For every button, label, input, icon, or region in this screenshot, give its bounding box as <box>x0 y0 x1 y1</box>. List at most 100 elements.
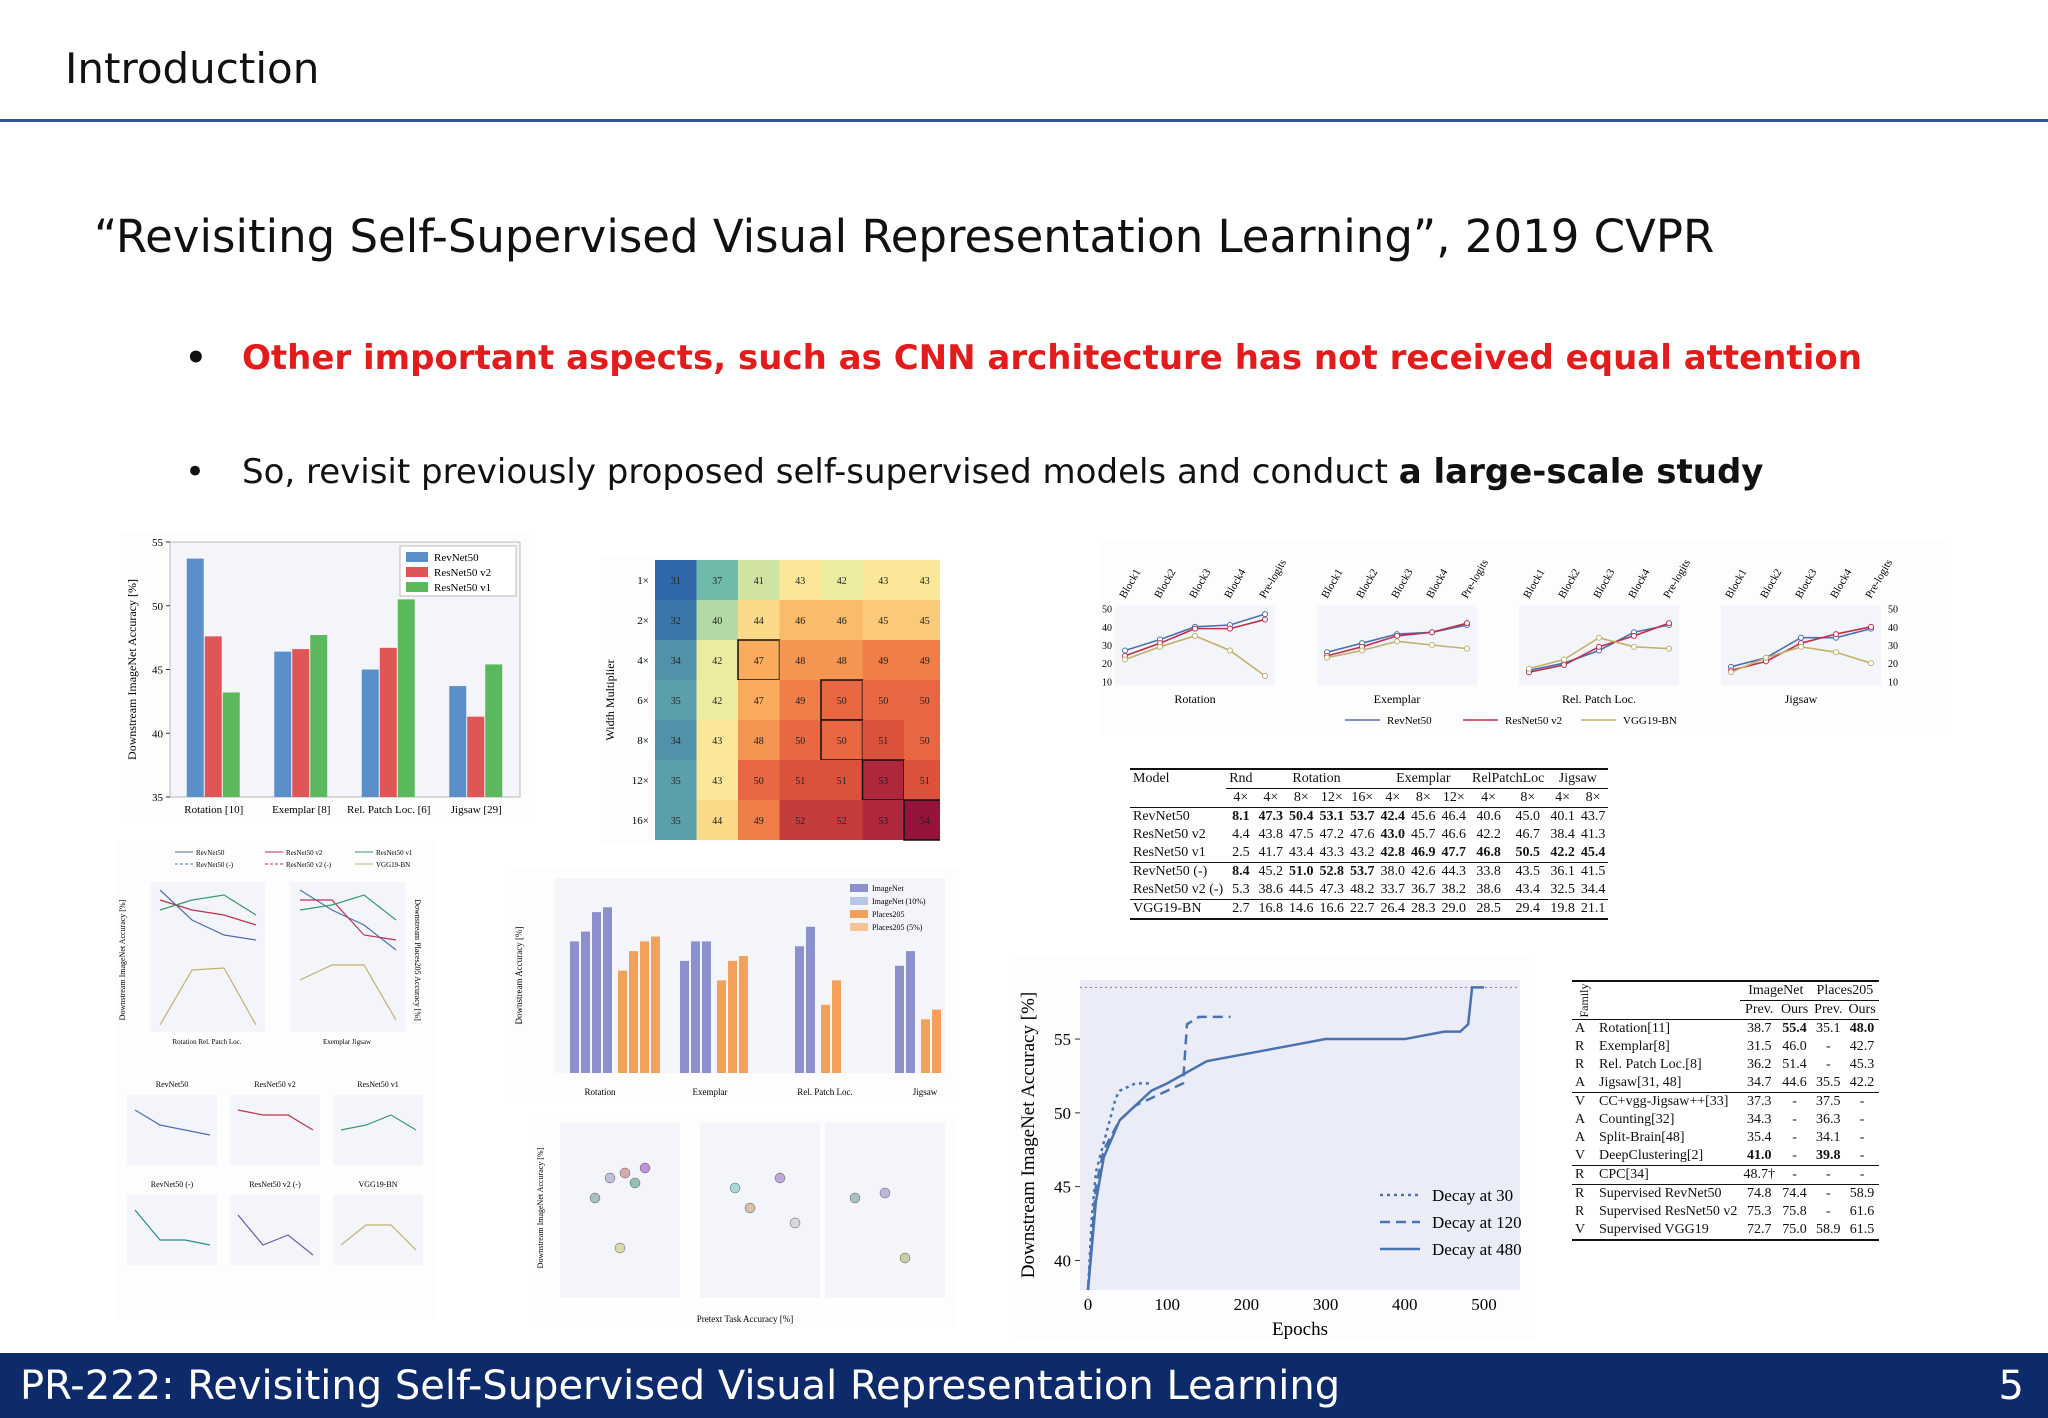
table-cell: 42.7 <box>1849 1039 1875 1054</box>
table-subheader-row: 4× 4× 8× 12× 16× 4× 8× 12× 4× 8× 4× 8× <box>1130 788 1609 808</box>
block-label: Pre-logits <box>1863 557 1895 600</box>
legend-label: ResNet50 v2 <box>286 849 323 857</box>
block-label: Pre-logits <box>1459 557 1491 600</box>
series-point <box>1798 643 1804 650</box>
table-cell: - <box>1845 1092 1879 1111</box>
legend-swatch <box>850 910 868 918</box>
table-cell: Rel. Patch Loc.[8] <box>1599 1057 1702 1072</box>
x-group-label: Jigsaw <box>913 1087 938 1097</box>
bullet-dot: • <box>185 452 206 492</box>
x-tick-label: 0 <box>1084 1295 1093 1314</box>
header-cell <box>1130 788 1227 808</box>
series-point <box>1561 656 1567 663</box>
table-cell: 16.8 <box>1255 899 1287 920</box>
table-cell: 36.1 <box>1547 862 1578 881</box>
bar <box>449 686 467 797</box>
table-cell: 58.9 <box>1811 1221 1846 1241</box>
series-point <box>1763 654 1769 661</box>
legend-label: VGG19-BN <box>1623 715 1677 727</box>
table-cell: 55.4 <box>1777 1019 1812 1038</box>
table-cell: 38.0 <box>1377 862 1409 881</box>
scatter-point <box>774 1172 786 1184</box>
series-line <box>1086 1015 1231 1291</box>
bar <box>739 956 748 1073</box>
row-label: 16× <box>632 815 649 827</box>
header-cell: 16× <box>1347 788 1378 808</box>
table-cell: 51.4 <box>1782 1057 1807 1072</box>
series-point <box>1262 672 1268 679</box>
table-cell: 53.7 <box>1350 809 1375 824</box>
table-cell: 42.4 <box>1380 809 1406 824</box>
table-row: V Supervised VGG19 72.7 75.0 58.9 61.5 <box>1572 1221 1879 1241</box>
table-cell: A <box>1575 1130 1586 1145</box>
bar <box>821 1004 830 1073</box>
x-group-label: Rel. Patch Loc. <box>797 1087 853 1097</box>
heatmap-value: 50 <box>754 776 764 787</box>
table-cell: 8.4 <box>1226 862 1256 881</box>
series-point <box>1394 638 1400 645</box>
x-tick-label: 100 <box>1154 1295 1180 1314</box>
heatmap-value: 42 <box>712 656 722 667</box>
heatmap-cell <box>862 680 904 720</box>
table-header-row: Model Rnd Rotation Exemplar RelPatchLoc Jigsa… <box>1130 768 1609 789</box>
series-line <box>159 967 257 1026</box>
table-row: ResNet50 v2 4.4 43.8 47.5 47.2 47.6 43.0 45.7 46… <box>1130 826 1608 844</box>
header-cell: 12× <box>1316 788 1348 808</box>
results-table-1: Model Rnd Rotation Exemplar RelPatchLoc Jigsa… <box>1130 768 1609 920</box>
table-cell: 42.8 <box>1380 845 1406 860</box>
panel-title: Exemplar <box>1374 692 1421 706</box>
series-point <box>1262 611 1268 618</box>
y-axis-label: Downstream ImageNet Accuracy [%] <box>118 899 127 1020</box>
series-point <box>1666 645 1672 652</box>
series-point <box>1631 632 1637 639</box>
series-point <box>1227 625 1233 632</box>
table-cell: - <box>1859 1148 1865 1163</box>
heatmap-value: 48 <box>837 656 847 667</box>
table-cell: R <box>1575 1057 1585 1072</box>
table-cell: 43.8 <box>1258 827 1284 842</box>
panel-area <box>333 1195 423 1265</box>
heatmap-cell <box>779 640 821 680</box>
table-cell: V <box>1575 1148 1586 1163</box>
bar <box>895 965 904 1073</box>
block-label: Block2 <box>1354 567 1380 601</box>
heatmap-cell <box>904 640 940 680</box>
table-cell: 28.5 <box>1469 899 1509 920</box>
legend-swatch <box>406 582 428 592</box>
table-cell: - <box>1825 1057 1831 1072</box>
table-cell: 32.5 <box>1550 882 1575 897</box>
header-cell <box>1596 980 1741 1001</box>
table-cell: 45.6 <box>1411 809 1436 824</box>
table-row: RevNet50 8.1 47.3 50.4 53.1 53.7 42.4 45.6 46.4 4… <box>1130 808 1608 827</box>
y-tick-label: 10 <box>1888 677 1898 688</box>
table-cell: 19.8 <box>1547 899 1578 920</box>
series-point <box>1798 634 1804 641</box>
heatmap-value: 43 <box>712 736 722 747</box>
heatmap-cell <box>779 680 821 720</box>
row-label: 12× <box>632 775 649 787</box>
heatmap-value: 45 <box>920 616 930 627</box>
block-label: Block1 <box>1723 567 1749 601</box>
y-tick-label: 20 <box>1888 659 1898 670</box>
table-cell: 26.4 <box>1377 899 1409 920</box>
header-cell: 8× <box>1408 788 1439 808</box>
y-tick-label: 40 <box>152 728 164 740</box>
series-point <box>1868 623 1874 630</box>
series-line <box>1086 986 1484 1291</box>
legend-label: RevNet50 <box>434 552 479 564</box>
table-cell: - <box>1845 1165 1879 1185</box>
scatter-point <box>589 1192 601 1204</box>
heatmap-cell <box>655 560 697 600</box>
heatmap-cell <box>655 680 697 720</box>
x-tick-label: 300 <box>1313 1295 1339 1314</box>
y-tick-label: 10 <box>1102 677 1112 688</box>
panel-area <box>230 1095 320 1165</box>
y-tick-label: 50 <box>1054 1104 1071 1123</box>
y-axis-label: Downstream Places205 Accuracy [%] <box>413 899 422 1021</box>
series-point <box>1868 660 1874 667</box>
series-point <box>1192 625 1198 632</box>
table-cell: 14.6 <box>1286 899 1317 920</box>
heatmap-value: 44 <box>712 816 722 827</box>
header-cell: RelPatchLoc <box>1469 768 1548 789</box>
bar <box>832 980 841 1073</box>
